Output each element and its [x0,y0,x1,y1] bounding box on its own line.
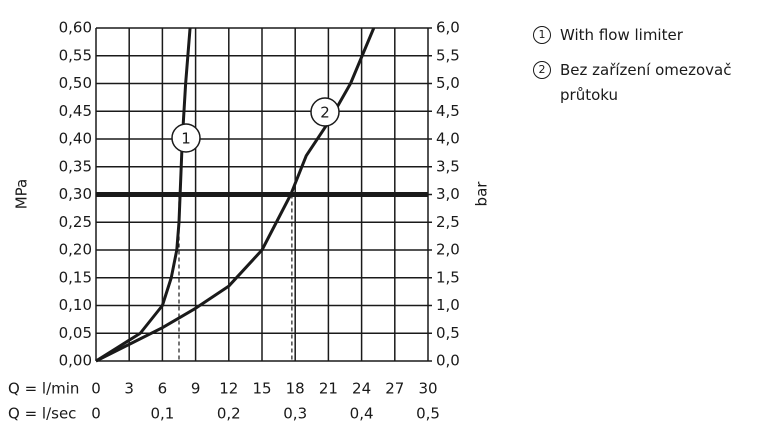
x-tick-label: 24 [352,380,371,398]
x2-tick-label: 0,1 [150,405,174,423]
y2-tick-label: 5,5 [436,46,460,64]
y-tick-label: 0,60 [59,19,92,37]
y-axis-label: MPa [13,179,31,210]
series-label: 1 [181,130,191,148]
legend-marker: 1 [533,26,551,44]
legend-item: 2 Bez zařízení omezovač průtoku [533,58,773,108]
x2-tick-label: 0 [91,405,101,423]
y-tick-label: 0,20 [59,241,92,259]
legend-item: 1 With flow limiter [533,23,773,48]
y2-tick-label: 1,0 [436,296,460,314]
x-tick-label: 18 [286,380,305,398]
y2-tick-label: 2,5 [436,213,460,231]
y-tick-label: 0,15 [59,268,92,286]
y2-tick-label: 3,5 [436,157,460,175]
series-marker [171,123,201,153]
y-tick-label: 0,05 [59,324,92,342]
y2-tick-label: 4,5 [436,102,460,120]
y2-tick-label: 3,0 [436,185,460,203]
x-tick-label: 3 [124,380,134,398]
x2-tick-label: 0,4 [350,405,374,423]
y2-axis-label: bar [473,181,491,207]
x-tick-label: 30 [418,380,437,398]
x2-tick-label: 0,5 [416,405,440,423]
y-tick-label: 0,00 [59,352,92,370]
data-line [95,27,192,363]
y2-tick-label: 2,0 [436,241,460,259]
chart: MPa bar Q = l/min Q = l/sec 0,000,050,10… [8,19,491,423]
y2-tick-label: 1,5 [436,268,460,286]
y-tick-label: 0,10 [59,296,92,314]
y-tick-label: 0,35 [59,157,92,175]
x-tick-label: 12 [219,380,238,398]
y-tick-label: 0,25 [59,213,92,231]
x-tick-label: 6 [158,380,168,398]
x-tick-label: 0 [91,380,101,398]
y-tick-label: 0,55 [59,46,92,64]
y2-tick-label: 0,0 [436,352,460,370]
legend-text: With flow limiter [560,26,683,44]
y-tick-label: 0,40 [59,130,92,148]
y2-tick-label: 5,0 [436,74,460,92]
y-tick-label: 0,45 [59,102,92,120]
y2-tick-label: 6,0 [436,19,460,37]
y2-tick-label: 4,0 [436,130,460,148]
y-tick-label: 0,30 [59,185,92,203]
x2-tick-label: 0,3 [283,405,307,423]
x2-tick-label: 0,2 [217,405,241,423]
x-axis-label: Q = l/min [8,380,79,398]
y-tick-label: 0,50 [59,74,92,92]
x2-axis-label: Q = l/sec [8,405,76,423]
series-marker [310,97,340,127]
x-tick-label: 21 [319,380,338,398]
x-tick-label: 27 [385,380,404,398]
x-tick-label: 15 [252,380,271,398]
legend-marker: 2 [533,61,551,79]
x-tick-label: 9 [191,380,201,398]
series-label: 2 [320,104,330,122]
y2-tick-label: 0,5 [436,324,460,342]
legend-text: Bez zařízení omezovač průtoku [560,61,732,104]
